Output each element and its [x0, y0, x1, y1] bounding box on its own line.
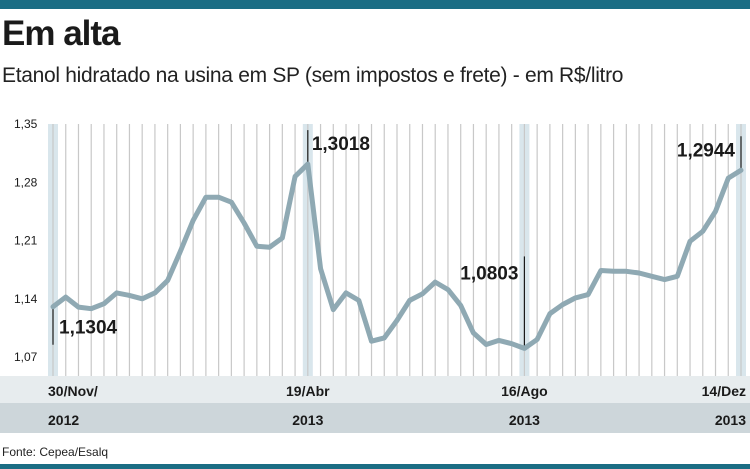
y-tick-label: 1,14	[14, 292, 38, 306]
x-date-label: 30/Nov/	[48, 383, 98, 399]
x-year-label: 2013	[292, 412, 323, 428]
x-year-label: 2012	[48, 412, 79, 428]
y-axis-ticks: 1,35 1,28 1,21 1,14 1,07	[14, 117, 38, 364]
annotation-label: 1,3018	[312, 134, 370, 155]
x-axis-bands	[0, 376, 750, 433]
x-date-label: 14/Dez	[702, 383, 746, 399]
y-tick-label: 1,28	[14, 175, 38, 189]
top-accent-bar	[0, 0, 750, 9]
annotation-label: 1,0803	[460, 263, 518, 284]
y-tick-label: 1,07	[14, 350, 38, 364]
date-band	[0, 376, 750, 403]
y-tick-label: 1,35	[14, 117, 38, 131]
chart-subtitle: Etanol hidratado na usina em SP (sem imp…	[2, 64, 624, 87]
gridlines	[52, 124, 742, 376]
x-axis-labels: 30/Nov/2012 19/Abr 2013 16/Ago 2013 14/Dez 201…	[48, 383, 746, 428]
line-chart: 1,351,281,211,141,07 1,13041,30181,08031…	[0, 117, 750, 433]
x-year-label: 2013	[715, 412, 746, 428]
annotation-label: 1,2944	[677, 140, 736, 161]
y-tick-label: 1,21	[14, 234, 38, 248]
annotation-lines	[52, 130, 742, 349]
x-year-label: 2013	[509, 412, 540, 428]
x-date-label: 16/Ago	[501, 383, 548, 399]
annotation-labels: 1,1304 1,3018 1,0803 1,2944	[59, 134, 735, 339]
source-note: Fonte: Cepea/Esalq	[2, 445, 109, 459]
series-line	[50, 161, 744, 351]
year-band	[0, 403, 750, 433]
chart-title: Em alta	[2, 14, 120, 53]
x-date-label: 19/Abr	[286, 383, 330, 399]
bottom-accent-bar	[0, 464, 750, 469]
annotation-label: 1,1304	[59, 318, 118, 339]
